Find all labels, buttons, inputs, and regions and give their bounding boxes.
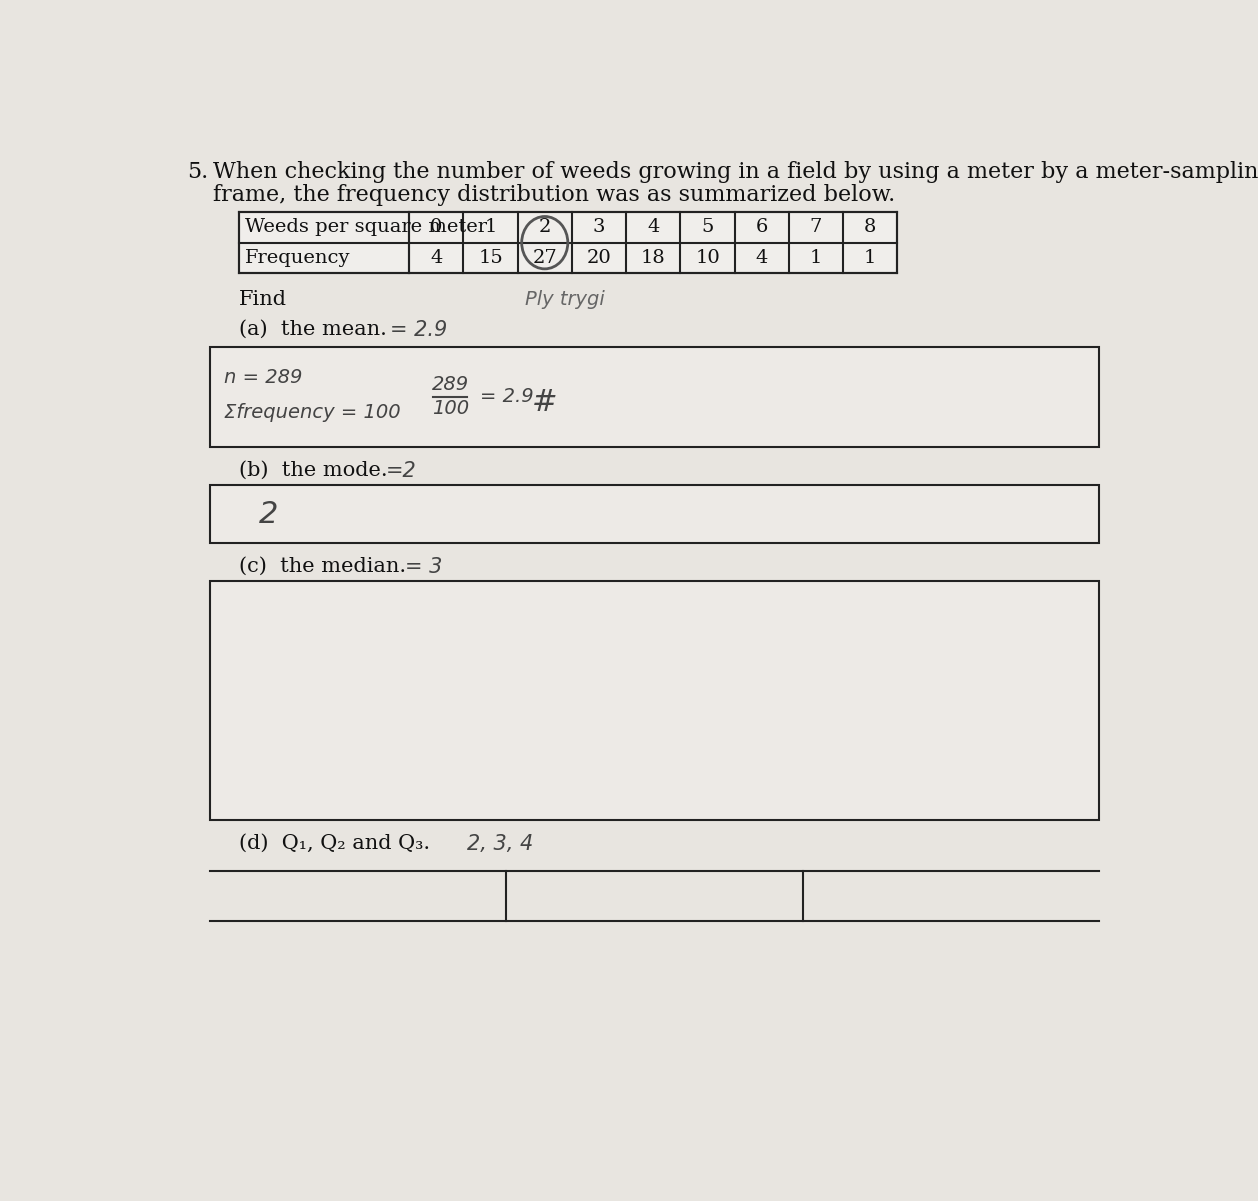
Text: 20: 20	[586, 249, 611, 267]
Text: 2: 2	[258, 500, 278, 528]
Text: 2: 2	[538, 219, 551, 237]
Text: 10: 10	[696, 249, 720, 267]
Text: 1: 1	[484, 219, 497, 237]
Text: 4: 4	[430, 249, 443, 267]
Text: 2, 3, 4: 2, 3, 4	[467, 833, 533, 854]
Text: 1: 1	[864, 249, 877, 267]
Text: (b)  the mode.: (b) the mode.	[239, 461, 387, 479]
Text: Σfrequency = 100: Σfrequency = 100	[224, 402, 400, 422]
Text: 0: 0	[430, 219, 443, 237]
Text: frame, the frequency distribution was as summarized below.: frame, the frequency distribution was as…	[213, 184, 896, 207]
Text: = 3: = 3	[405, 557, 443, 576]
Bar	[239, 211, 897, 274]
Text: = 2.9: = 2.9	[390, 319, 447, 340]
Text: (d)  Q₁, Q₂ and Q₃.: (d) Q₁, Q₂ and Q₃.	[239, 833, 430, 853]
Text: 100: 100	[431, 400, 469, 418]
Text: (a)  the mean.: (a) the mean.	[239, 319, 386, 339]
Text: 8: 8	[864, 219, 877, 237]
Text: 4: 4	[756, 249, 767, 267]
Text: 5.: 5.	[186, 161, 208, 183]
Text: 3: 3	[593, 219, 605, 237]
Text: 18: 18	[640, 249, 665, 267]
Text: 7: 7	[810, 219, 823, 237]
Text: (c)  the median.: (c) the median.	[239, 557, 406, 575]
Text: 15: 15	[478, 249, 503, 267]
Text: Ply trygi: Ply trygi	[526, 291, 605, 310]
Text: When checking the number of weeds growing in a field by using a meter by a meter: When checking the number of weeds growin…	[213, 161, 1258, 183]
Text: = 2.9: = 2.9	[479, 387, 533, 406]
Text: Find: Find	[239, 291, 287, 310]
Text: n = 289: n = 289	[224, 369, 302, 387]
Text: 6: 6	[756, 219, 767, 237]
Text: Frequency: Frequency	[245, 249, 350, 267]
Bar	[210, 485, 1099, 543]
Text: Weeds per square meter: Weeds per square meter	[245, 219, 487, 237]
Text: 27: 27	[532, 249, 557, 267]
Bar	[210, 581, 1099, 820]
Bar	[210, 347, 1099, 447]
Text: 4: 4	[647, 219, 659, 237]
Text: =2: =2	[386, 461, 416, 480]
Text: #: #	[532, 388, 557, 417]
Text: 5: 5	[701, 219, 713, 237]
Text: 1: 1	[810, 249, 823, 267]
Text: 289: 289	[431, 375, 469, 394]
